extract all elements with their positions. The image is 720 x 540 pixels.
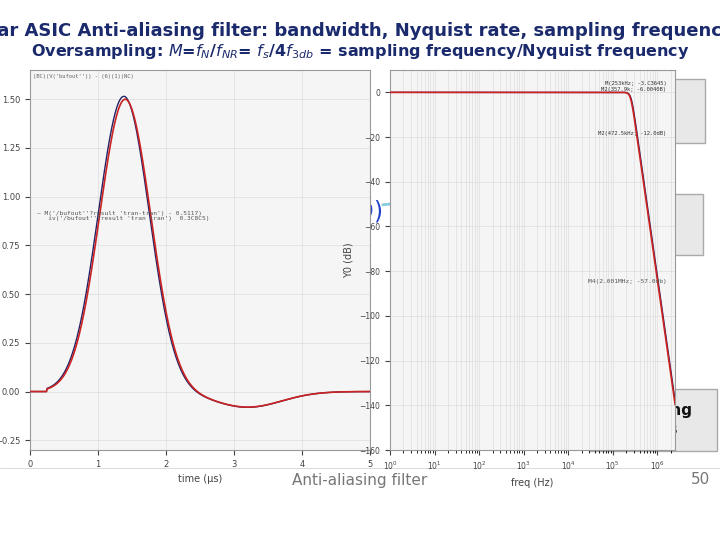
Text: Lar ASIC Anti-aliasing filter: bandwidth, Nyquist rate, sampling frequency: Lar ASIC Anti-aliasing filter: bandwidth…	[0, 22, 720, 40]
Text: Anti-aliasing filter: Anti-aliasing filter	[292, 472, 428, 488]
FancyBboxPatch shape	[569, 194, 703, 255]
Text: -36dB at
1MHz: -36dB at 1MHz	[600, 207, 672, 241]
Text: 50: 50	[690, 472, 710, 488]
Text: $h(t)\ \Leftrightarrow\ H(j\omega)$: $h(t)\ \Leftrightarrow\ H(j\omega)$	[233, 198, 383, 226]
X-axis label: freq (Hz): freq (Hz)	[511, 478, 554, 488]
Text: (BC)(V('bufout'')) - (6)(1)(NC): (BC)(V('bufout'')) - (6)(1)(NC)	[33, 74, 134, 79]
Text: Sampling
2MS/s: Sampling 2MS/s	[613, 403, 693, 437]
Y-axis label: Y0 (dB): Y0 (dB)	[344, 242, 354, 278]
Text: M(253kHz; -3.C3645)
M2(357.9k; -6.0040B): M(253kHz; -3.C3645) M2(357.9k; -6.0040B)	[601, 82, 667, 92]
X-axis label: time (µs): time (µs)	[178, 474, 222, 484]
Text: M2(472.5kHz; -12.0dB): M2(472.5kHz; -12.0dB)	[598, 131, 667, 136]
FancyBboxPatch shape	[589, 389, 717, 451]
Text: -3dB at
253kHz: -3dB at 253kHz	[605, 92, 669, 127]
Text: 1 μs: 1 μs	[66, 350, 99, 364]
Text: M4(2.001MHz; -57.0db): M4(2.001MHz; -57.0db)	[588, 279, 667, 284]
Text: Oversampling: $M$=$f_N$/$f_{NR}$= $f_s$/4$f_{3db}$ = sampling frequency/Nyquist : Oversampling: $M$=$f_N$/$f_{NR}$= $f_s$/…	[31, 42, 689, 61]
Text: — M('/bufout''?result 'tran-tran') - 0.5117)
   iv('/bufout''?result 'tran tran': — M('/bufout''?result 'tran-tran') - 0.5…	[37, 211, 210, 221]
Text: 77K: 77K	[252, 292, 279, 305]
Text: 300K: 300K	[252, 275, 288, 288]
FancyBboxPatch shape	[569, 79, 705, 143]
